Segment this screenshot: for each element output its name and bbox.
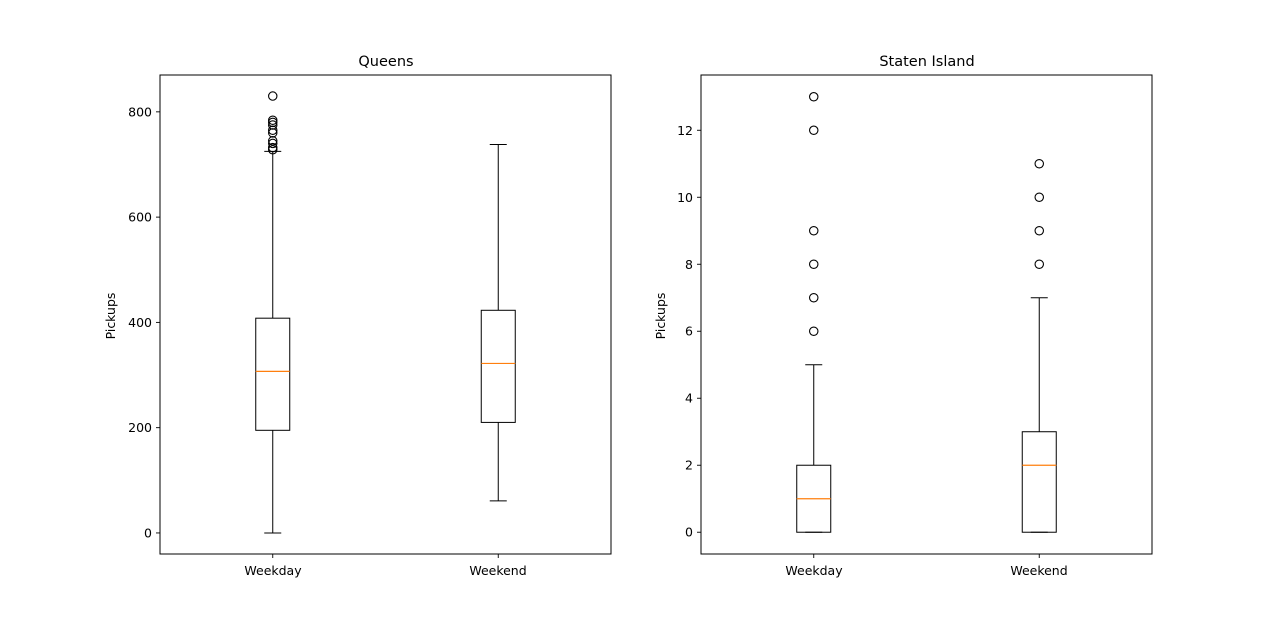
queens-ytick-label-3: 600 [128,210,152,225]
staten-island-axes-frame [700,74,1153,555]
staten-island-weekday-outlier-0 [808,326,819,336]
queens-weekday-outlier-9 [267,91,278,101]
staten-island-weekday-outlier-1 [808,293,819,303]
queens-weekday-outlier-8 [267,115,278,126]
staten-island-weekend-outlier-1 [1034,226,1045,236]
staten-island-title: Staten Island [879,54,974,70]
staten-island-ytick-label-2: 4 [685,391,693,406]
staten-island-ytick-label-0: 0 [685,525,693,540]
staten-island-xtick-weekday: Weekday [785,563,843,578]
queens-subplot: Queens Pickups Weekday Weekend 0 200 400 60… [103,54,612,578]
staten-island-weekend-outlier-2 [1034,192,1045,203]
queens-ytick-label-2: 400 [128,315,152,330]
queens-weekday-outlier-6 [267,120,278,130]
staten-island-weekend-outlier-3 [1034,159,1045,169]
queens-weekday-outlier-2 [267,138,278,149]
staten-island-ytick-label-3: 6 [685,324,693,339]
staten-island-ytick-label-5: 10 [677,190,693,205]
staten-island-ytick-label-1: 2 [685,458,693,473]
staten-island-weekday-outlier-2 [808,259,819,270]
staten-island-ytick-label-4: 8 [685,257,693,272]
queens-ylabel: Pickups [103,293,118,340]
queens-ytick-label-0: 0 [144,525,152,540]
staten-island-ylabel: Pickups [653,293,668,340]
queens-ytick-label-1: 200 [128,420,152,435]
queens-ytick-label-4: 800 [128,104,152,119]
staten-island-weekday-outlier-3 [808,226,819,236]
staten-island-weekend-outlier-0 [1034,259,1045,270]
staten-island-weekday-outlier-4 [808,125,819,136]
queens-xtick-weekday: Weekday [244,563,302,578]
queens-xtick-weekend: Weekend [469,563,526,578]
staten-island-weekend-box [1021,431,1057,533]
queens-weekday-box [255,317,291,431]
staten-island-weekday-outlier-5 [808,92,819,102]
queens-weekday-outlier-1 [267,142,278,153]
queens-weekend-box [480,309,516,423]
queens-axes-frame [159,74,612,555]
queens-title: Queens [358,54,413,70]
staten-island-subplot: Staten Island Pickups Weekday Weekend 0 2… [653,54,1153,578]
staten-island-xtick-weekend: Weekend [1010,563,1067,578]
staten-island-ytick-label-6: 12 [677,123,693,138]
